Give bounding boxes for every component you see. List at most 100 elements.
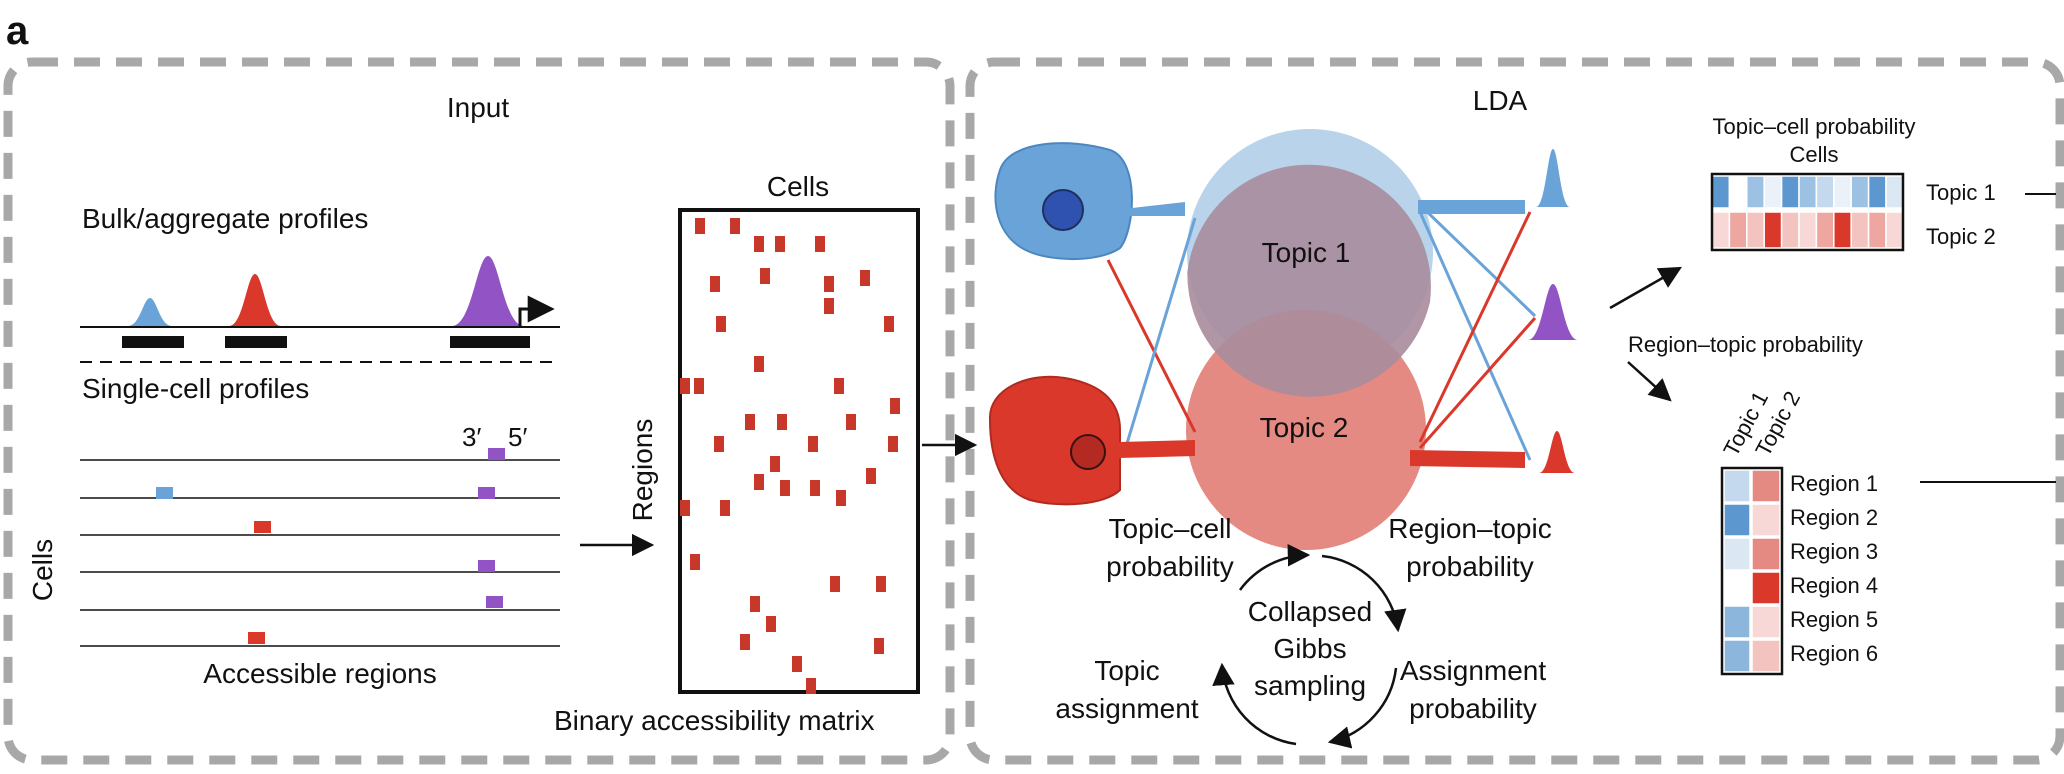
panel-letter: a: [6, 9, 29, 53]
topic-cell-heatmap-cell: [1885, 211, 1905, 249]
bulk-peaks: [128, 256, 524, 326]
input-panel-border: [3, 57, 955, 765]
topic1-label: Topic 1: [1262, 237, 1351, 268]
matrix-entry: [720, 500, 730, 516]
matrix-cells-label: Cells: [767, 171, 829, 202]
bulk-region-bar: [122, 336, 184, 348]
topic-assignment-line1: Topic: [1094, 655, 1159, 686]
arrow-to-region-topic: [1627, 361, 1672, 402]
region-topic-heatmap-cell: [1751, 537, 1781, 571]
topic-assignment-line2: assignment: [1055, 693, 1198, 724]
matrix-entry: [806, 678, 816, 694]
matrix-entry: [754, 474, 764, 490]
region-topic-heatmap-cell: [1751, 571, 1781, 605]
region-topic-prob-line2: probability: [1406, 551, 1534, 582]
region-topic-output-label: Region–topic probability: [1628, 332, 1863, 357]
topic-cell-heatmap-cell: [1763, 211, 1783, 249]
region-topic-heatmap-cell: [1723, 503, 1751, 537]
bulk-region-bar: [225, 336, 287, 348]
topic-cell-edges: [1106, 202, 1197, 458]
matrix-entry: [775, 236, 785, 252]
red-cell-nucleus: [1070, 434, 1106, 470]
topic-cell-heatmap-cell: [1728, 175, 1748, 209]
matrix-entry: [824, 298, 834, 314]
matrix-entry: [860, 270, 870, 286]
region-peaks: [1528, 149, 1578, 473]
topic-cell-prob-line2: probability: [1106, 551, 1234, 582]
region-label: Region 4: [1790, 573, 1878, 598]
topic-cell-prob-line1: Topic–cell: [1109, 513, 1232, 544]
heatmap-topic2-label: Topic 2: [1926, 224, 1996, 249]
matrix-entry: [766, 616, 776, 632]
matrix-entry: [777, 414, 787, 430]
topic-cell-heatmap-cell: [1780, 175, 1800, 209]
assignment-prob-line1: Assignment: [1400, 655, 1547, 686]
topic-cell-heatmap-border: [1710, 172, 1905, 252]
matrix-entry: [866, 468, 876, 484]
region-topic-edges: [1410, 200, 1537, 468]
topic-cell-title-line1: Topic–cell probability: [1713, 114, 1916, 139]
topic2-label: Topic 2: [1260, 412, 1349, 443]
topic-cell-heatmap-cell: [1815, 175, 1835, 209]
region-peak: [1528, 284, 1578, 340]
topic-cell-heatmap-cell: [1763, 175, 1783, 209]
region-topic-heatmap: [1720, 466, 1784, 676]
topic-cell-heatmap-cell: [1798, 211, 1818, 249]
region-topic-heatmap-cell: [1723, 571, 1751, 605]
matrix-entry: [780, 480, 790, 496]
region-topic-heatmap-cell: [1723, 639, 1751, 673]
matrix-entry: [808, 436, 818, 452]
region-topic-heatmap-cell: [1723, 605, 1751, 639]
region-topic-heatmap-cell: [1723, 537, 1751, 571]
single-cell-label: Single-cell profiles: [82, 373, 309, 404]
topic-cell-title-line2: Cells: [1790, 142, 1839, 167]
matrix-entry: [792, 656, 802, 672]
matrix-entry: [680, 500, 690, 516]
region-topic-heatmap-cell: [1751, 639, 1781, 673]
matrix-entry: [745, 414, 755, 430]
prime5-label: 5′: [508, 422, 527, 452]
bulk-region-bar: [450, 336, 530, 348]
topic-cell-heatmap-cell: [1885, 175, 1905, 209]
single-cell-reads: [156, 448, 505, 644]
topic-cell-heatmap-cell: [1711, 175, 1731, 209]
matrix-entry: [710, 276, 720, 292]
lda-panel-border: [965, 57, 2064, 765]
topic-cell-heatmap-cell: [1850, 211, 1870, 249]
topic-cell-heatmap-cell: [1867, 211, 1887, 249]
topic-cell-heatmap-cell: [1711, 211, 1731, 249]
blue-cell-nucleus: [1042, 189, 1084, 231]
topic-cell-heatmap: [1710, 172, 1905, 252]
bulk-peak: [128, 298, 172, 326]
bulk-peak: [452, 256, 524, 326]
matrix-entry: [834, 378, 844, 394]
matrix-entry: [680, 378, 690, 394]
matrix-entry: [690, 554, 700, 570]
region-topic-heatmap-cell: [1723, 469, 1751, 503]
matrix-caption: Binary accessibility matrix: [554, 705, 875, 736]
heatmap-topic1-label: Topic 1: [1926, 180, 1996, 205]
bulk-profiles-label: Bulk/aggregate profiles: [82, 203, 368, 234]
region-peak: [1536, 149, 1570, 207]
topic-cell-heatmap-cell: [1746, 211, 1765, 249]
topic-cell-heatmap-cell: [1815, 211, 1835, 249]
arrow-to-topic-cell: [1609, 266, 1682, 310]
gibbs-cycle: [1212, 544, 1407, 749]
region-topic-prob-line1: Region–topic: [1388, 513, 1551, 544]
matrix-entry: [836, 490, 846, 506]
region-label: Region 5: [1790, 607, 1878, 632]
matrix-entry: [694, 378, 704, 394]
prime3-label: 3′: [462, 422, 481, 452]
matrix-entries: [680, 218, 900, 694]
matrix-entry: [695, 218, 705, 234]
topic-cell-heatmap-cell: [1746, 175, 1765, 209]
bulk-peak: [229, 274, 281, 326]
topic-cell-heatmap-cell: [1850, 175, 1870, 209]
region-topic-heatmap-cell: [1751, 469, 1781, 503]
region-label: Region 3: [1790, 539, 1878, 564]
topic-cell-heatmap-cell: [1798, 175, 1818, 209]
matrix-entry: [730, 218, 740, 234]
region-label: Region 2: [1790, 505, 1878, 530]
region-peak: [1539, 431, 1575, 473]
tss-arrow: [518, 295, 555, 327]
